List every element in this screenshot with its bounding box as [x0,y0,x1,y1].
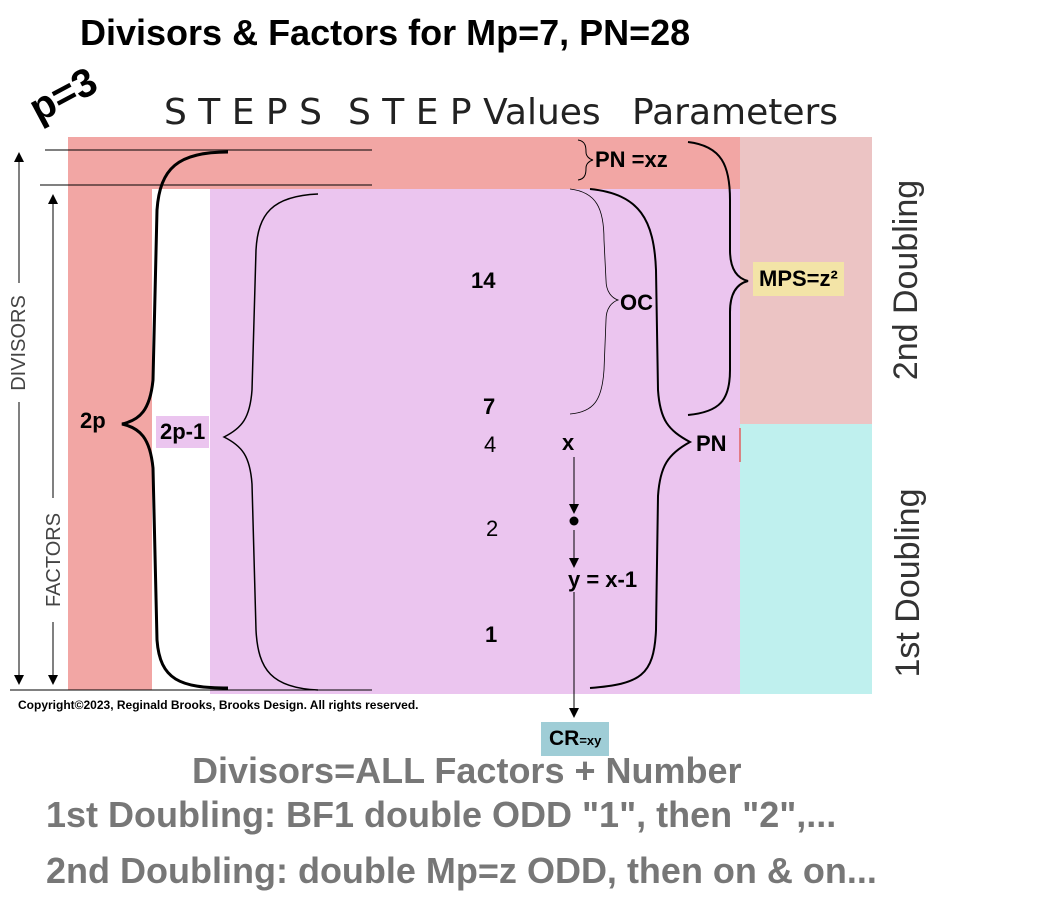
label-x: x [562,430,575,455]
step-values-region [210,189,740,694]
label-pn: PN [696,431,727,456]
label-pn-xz: PN =xz [595,147,668,172]
cr-box: CR=xy [541,722,610,756]
bottom-line-1: Divisors=ALL Factors + Number [192,750,742,791]
header-step-values: S T E P Values [348,92,601,133]
brace-mps [687,141,749,416]
header-parameters: Parameters [632,92,839,133]
brace-2p [121,150,229,690]
bottom-line-3: 2nd Doubling: double Mp=z ODD, then on &… [46,850,877,891]
brace-pn [589,188,693,689]
step-value-4: 4 [484,432,497,457]
steps-column [68,137,152,690]
label-oc: OC [620,290,653,315]
label-2p-1: 2p-1 [156,416,210,448]
brace-oc [569,188,620,415]
step-value-1: 1 [485,622,498,647]
page-title: Divisors & Factors for Mp=7, PN=28 [80,12,691,53]
label-2p: 2p [80,408,106,433]
step-value-2: 2 [486,516,499,541]
step-value-14: 14 [471,268,496,293]
cr-label: CR [549,727,580,750]
label-mps: MPS=z² [753,262,844,296]
first-doubling-label: 1st Doubling [889,488,927,678]
divisors-label: DIVISORS [8,295,30,391]
copyright: Copyright©2023, Reginald Brooks, Brooks … [18,698,419,712]
second-doubling-label: 2nd Doubling [887,179,925,381]
brace-2p-1 [222,193,319,691]
x-y-dot [569,516,579,526]
header-steps: S T E P S [164,92,322,133]
factors-label: FACTORS [43,512,65,608]
step-value-7: 7 [483,394,496,419]
label-y: y = x-1 [568,567,638,592]
bottom-line-2: 1st Doubling: BF1 double ODD "1", then "… [46,794,837,835]
cr-subscript: =xy [579,733,602,748]
first-doubling-band [740,424,872,694]
